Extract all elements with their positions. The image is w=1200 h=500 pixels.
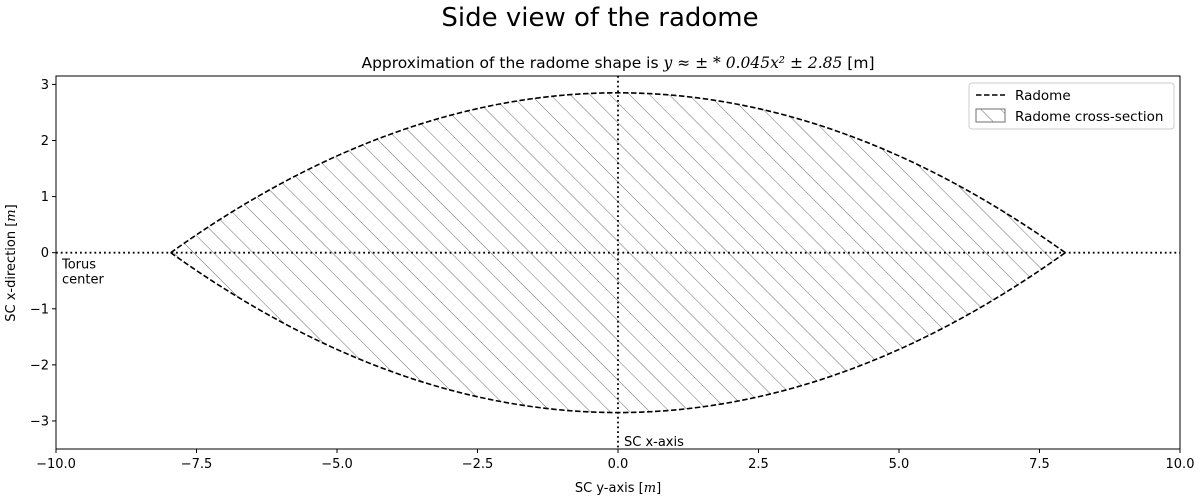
y-axis-label: SC x-direction [m] [4,204,19,321]
x-axis-label: SC y-axis [m] [575,481,661,496]
y-tick-label: −3 [30,414,49,429]
sc-x-axis-annotation: SC x-axis [624,435,684,450]
figure-suptitle: Side view of the radome [441,3,758,33]
legend-cross-section-label: Radome cross-section [1015,109,1163,125]
x-tick-label: 10.0 [1166,457,1195,472]
x-tick-label: 2.5 [748,457,769,472]
legend-radome-label: Radome [1015,88,1071,104]
legend-box [968,82,1175,130]
x-axis-ticks: −10.0 −7.5 −5.0 −2.5 0.0 2.5 5.0 7.5 10.0 [36,449,1194,472]
x-tick-label: −10.0 [36,457,76,472]
plot-area [55,75,1181,450]
torus-center-annotation: Torus center [61,258,104,288]
legend-hatch-swatch [975,108,1006,123]
x-tick-label: −5.0 [321,457,353,472]
x-tick-label: −7.5 [181,457,213,472]
chart-subtitle: Approximation of the radome shape is y ≈… [361,54,874,72]
y-tick-label: −2 [30,358,49,373]
x-tick-label: 5.0 [889,457,910,472]
annotations: Torus center SC x-axis [61,258,684,450]
y-tick-label: 3 [41,78,49,93]
y-axis-ticks: −3 −2 −1 0 1 2 3 [30,78,56,429]
x-tick-label: 0.0 [608,457,629,472]
x-tick-label: 7.5 [1029,457,1050,472]
y-tick-label: 1 [41,190,49,205]
y-tick-label: 2 [41,134,49,149]
y-tick-label: −1 [30,302,49,317]
radome-upper-curve [170,92,1066,254]
y-tick-label: 0 [41,246,49,261]
radome-lower-curve [170,251,1066,414]
x-tick-label: −2.5 [462,457,494,472]
legend: Radome Radome cross-section [968,82,1175,130]
